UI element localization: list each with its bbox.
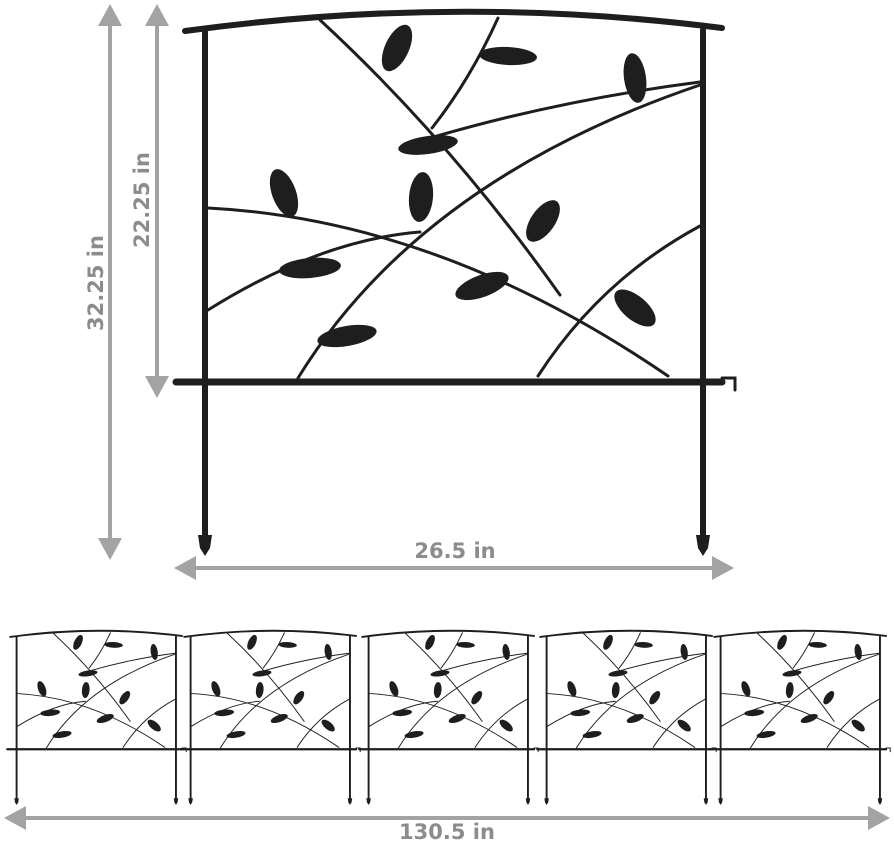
panel-height-label: 22.25 in bbox=[130, 152, 154, 248]
large-fence-panel bbox=[176, 12, 735, 556]
fence-row bbox=[6, 629, 892, 807]
total-width-label: 130.5 in bbox=[399, 820, 495, 844]
panel-width-arrow bbox=[174, 556, 734, 580]
total-height-label: 32.25 in bbox=[84, 235, 108, 331]
height-arrow bbox=[98, 4, 122, 560]
panel-width-label: 26.5 in bbox=[414, 539, 495, 563]
panel-height-arrow bbox=[145, 4, 169, 398]
total-width-arrow bbox=[4, 806, 890, 830]
